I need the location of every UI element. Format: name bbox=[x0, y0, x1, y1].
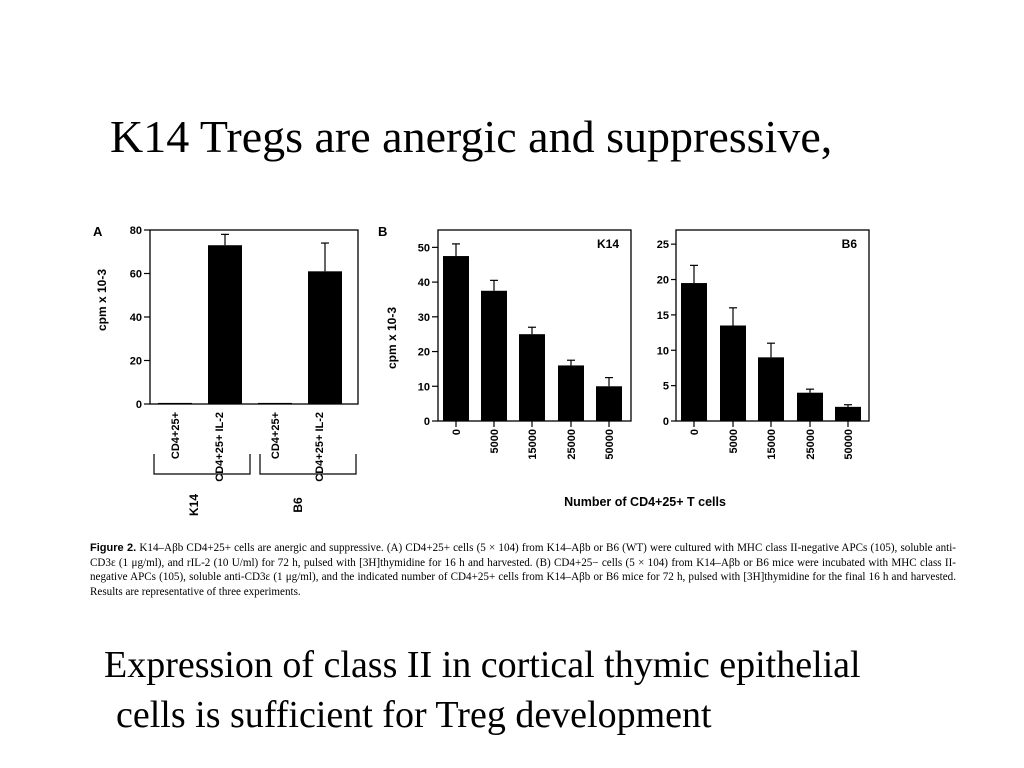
y-tick-label: 20 bbox=[657, 275, 669, 287]
y-tick-label: 0 bbox=[663, 416, 669, 428]
bottom-statement: Expression of class II in cortical thymi… bbox=[104, 640, 861, 740]
x-category-label: 5000 bbox=[489, 429, 501, 453]
bottom-line-1: Expression of class II in cortical thymi… bbox=[104, 644, 861, 686]
bottom-line-2: cells is sufficient for Treg development bbox=[116, 694, 712, 736]
bar bbox=[720, 325, 746, 421]
y-tick-label: 40 bbox=[418, 277, 430, 289]
y-tick-label: 0 bbox=[424, 416, 430, 428]
panel-title: K14 bbox=[597, 237, 619, 251]
y-tick-label: 10 bbox=[418, 381, 430, 393]
bar bbox=[596, 386, 622, 421]
bar bbox=[558, 365, 584, 421]
bar bbox=[258, 402, 292, 405]
x-category-label: 5000 bbox=[728, 429, 740, 453]
bar bbox=[519, 334, 545, 421]
x-category-label: 50000 bbox=[604, 429, 616, 460]
x-category-label: 0 bbox=[451, 429, 463, 435]
panel-letter-a: A bbox=[93, 224, 103, 239]
x-category-label: 15000 bbox=[766, 429, 778, 460]
plot-frame-2 bbox=[675, 229, 870, 422]
x-category-label: CD4+25+ IL-2 bbox=[314, 412, 326, 482]
x-category-label: 50000 bbox=[843, 429, 855, 460]
y-tick-label: 20 bbox=[130, 356, 142, 368]
bar bbox=[835, 406, 861, 421]
x-axis-label: Number of CD4+25+ T cells bbox=[564, 495, 726, 509]
plot-frame-0 bbox=[149, 229, 359, 405]
y-tick-label: 15 bbox=[657, 310, 669, 322]
y-axis-label: cpm x 10-3 bbox=[385, 307, 399, 369]
bar bbox=[158, 402, 192, 405]
y-tick-label: 10 bbox=[657, 345, 669, 357]
x-category-label: 0 bbox=[689, 429, 701, 435]
y-tick-label: 5 bbox=[663, 381, 669, 393]
x-category-label: 15000 bbox=[527, 429, 539, 460]
y-tick-label: 0 bbox=[136, 399, 142, 411]
bar bbox=[443, 256, 469, 421]
group-bracket-k14 bbox=[153, 454, 251, 475]
y-tick-label: 40 bbox=[130, 312, 142, 324]
x-category-label: 25000 bbox=[566, 429, 578, 460]
x-category-label: CD4+25+ bbox=[270, 412, 282, 459]
bar bbox=[481, 290, 507, 421]
x-category-label: CD4+25+ IL-2 bbox=[214, 412, 226, 482]
y-tick-label: 30 bbox=[418, 312, 430, 324]
plot-frame-1 bbox=[437, 229, 632, 422]
x-category-label: 25000 bbox=[805, 429, 817, 460]
y-tick-label: 60 bbox=[130, 269, 142, 281]
y-tick-label: 50 bbox=[418, 242, 430, 254]
group-label: B6 bbox=[291, 497, 305, 513]
x-category-label: CD4+25+ bbox=[170, 412, 182, 459]
group-label: K14 bbox=[187, 494, 201, 516]
y-axis-label: cpm x 10-3 bbox=[95, 269, 109, 331]
slide-title: K14 Tregs are anergic and suppressive, bbox=[110, 111, 833, 162]
caption-label: Figure 2. bbox=[90, 542, 137, 554]
y-tick-label: 25 bbox=[657, 239, 669, 251]
bar bbox=[308, 271, 342, 404]
figure-caption: Figure 2. K14–Aβb CD4+25+ cells are aner… bbox=[90, 541, 956, 599]
panel-letter-b: B bbox=[378, 224, 387, 239]
caption-text: K14–Aβb CD4+25+ cells are anergic and su… bbox=[90, 542, 956, 598]
bar bbox=[758, 357, 784, 421]
bar bbox=[797, 392, 823, 421]
panel-title: B6 bbox=[842, 237, 858, 251]
bar bbox=[208, 245, 242, 404]
y-tick-label: 80 bbox=[130, 225, 142, 237]
group-bracket-b6 bbox=[259, 454, 357, 475]
y-tick-label: 20 bbox=[418, 347, 430, 359]
bar bbox=[681, 283, 707, 421]
